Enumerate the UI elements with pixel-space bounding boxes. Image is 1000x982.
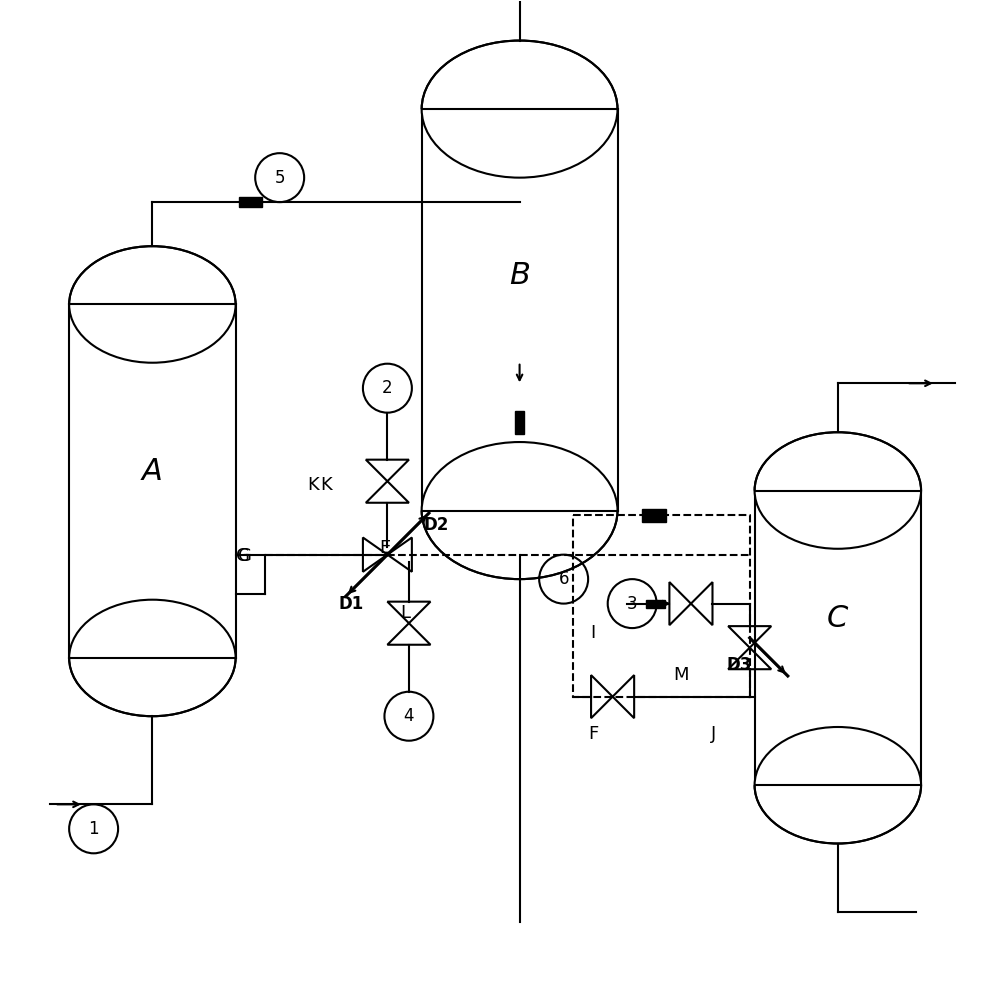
Ellipse shape — [755, 727, 921, 844]
Text: D2: D2 — [424, 517, 449, 534]
Ellipse shape — [69, 246, 236, 362]
Ellipse shape — [422, 442, 618, 579]
Text: 3: 3 — [627, 595, 638, 613]
Text: 5: 5 — [274, 169, 285, 187]
Text: K: K — [307, 476, 319, 494]
Text: 2: 2 — [382, 379, 393, 397]
Ellipse shape — [422, 40, 618, 178]
Ellipse shape — [755, 432, 921, 549]
Text: 1: 1 — [88, 820, 99, 838]
Bar — [755, 491, 921, 786]
Text: L: L — [400, 604, 410, 623]
Bar — [239, 197, 262, 207]
Ellipse shape — [69, 600, 236, 716]
Bar — [646, 600, 665, 608]
Text: C: C — [827, 604, 848, 632]
Text: K: K — [320, 476, 332, 494]
Bar — [515, 410, 524, 434]
Text: 6: 6 — [558, 571, 569, 588]
Bar — [69, 304, 236, 658]
Ellipse shape — [422, 40, 618, 178]
Text: D1: D1 — [339, 595, 364, 613]
Text: D3: D3 — [726, 656, 752, 675]
Text: J: J — [711, 725, 716, 742]
Text: I: I — [590, 624, 596, 642]
Bar — [422, 109, 618, 511]
Text: B: B — [509, 261, 530, 290]
Text: M: M — [673, 666, 689, 684]
Ellipse shape — [755, 432, 921, 549]
Text: G: G — [238, 547, 252, 565]
Text: G: G — [236, 547, 250, 565]
Text: E: E — [379, 539, 390, 557]
Bar — [642, 509, 666, 522]
Ellipse shape — [69, 246, 236, 362]
Text: A: A — [142, 457, 163, 486]
Text: 4: 4 — [404, 707, 414, 726]
Text: F: F — [588, 725, 598, 742]
